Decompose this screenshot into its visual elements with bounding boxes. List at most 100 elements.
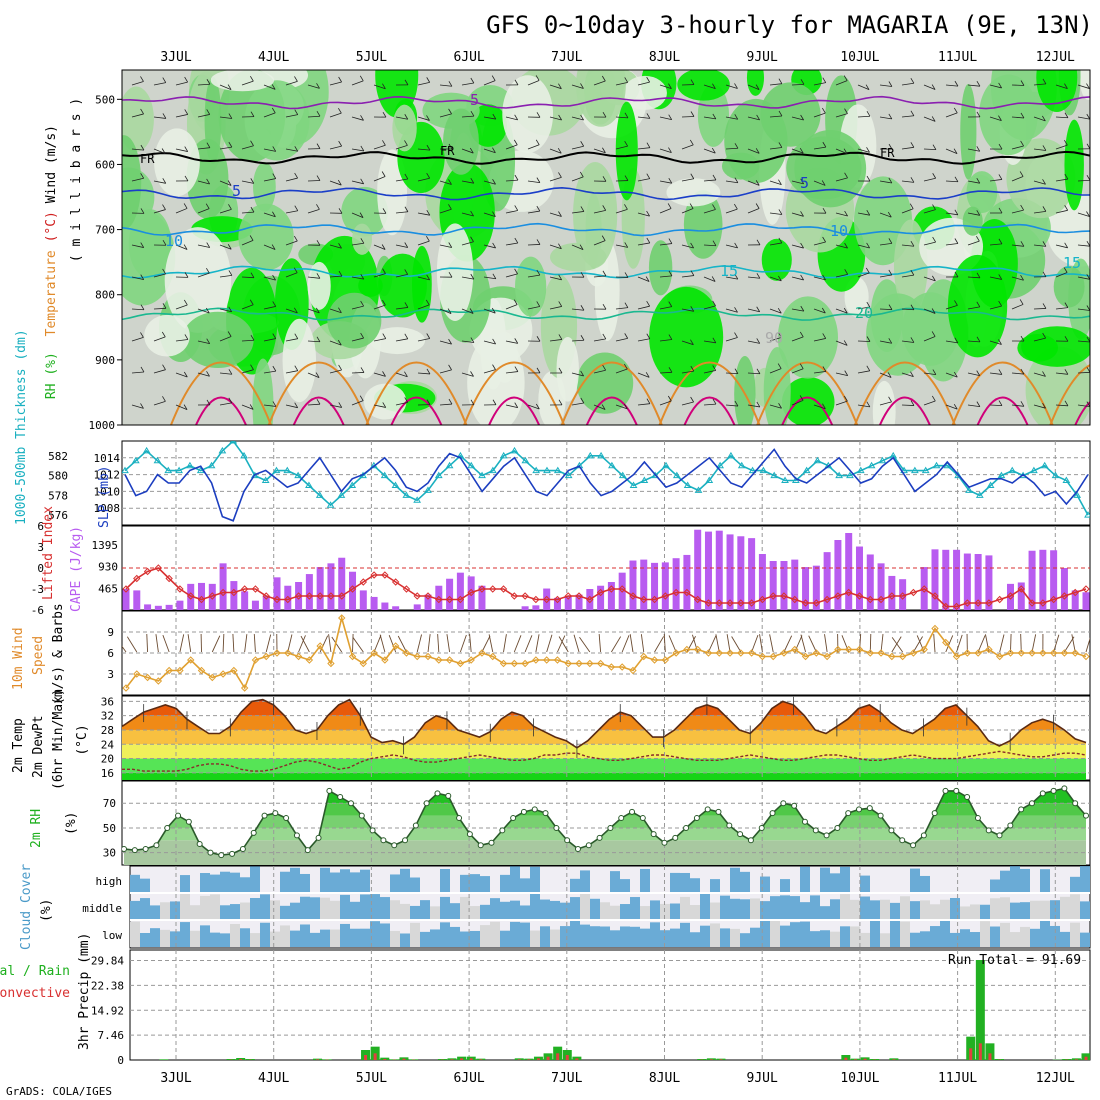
rh-point: [910, 842, 917, 849]
rh-patch: [436, 223, 474, 321]
thickness-point: [640, 476, 649, 484]
wind-barb: [153, 307, 167, 310]
cloud-cell: [920, 931, 930, 947]
wind-barb-flag: [822, 274, 826, 281]
wind-speed-point: [942, 638, 950, 647]
cape-bar: [359, 590, 367, 610]
barb-10m: [481, 635, 491, 653]
wind-barb: [1011, 209, 1024, 214]
precip-total-bar: [706, 1058, 716, 1060]
wind-barb-flag: [954, 209, 959, 216]
wind-barb-flag: [998, 115, 1002, 121]
wind-barb-flag: [866, 401, 871, 408]
rh-patch: [122, 135, 142, 230]
wind-speed-point: [348, 652, 357, 661]
wind-barb-flag: [712, 83, 716, 89]
wind-barb-flag: [360, 300, 364, 307]
upper-ylabel: RH (%) Temperature (°C) Wind (m/s): [44, 125, 59, 399]
wind-barb-flag: [976, 146, 981, 152]
run-total: Run Total = 91.69: [948, 953, 1081, 968]
wind-barb: [1033, 210, 1046, 214]
cloud-cell: [780, 879, 790, 893]
rh-point: [553, 824, 560, 831]
rh-point: [207, 849, 214, 856]
wind-barb-flag: [932, 144, 937, 150]
precip-convective-bar: [969, 1048, 973, 1060]
pressure-tick-label: 700: [95, 224, 115, 237]
wind-barb-flag: [800, 305, 805, 312]
cloud-cell: [820, 930, 830, 947]
wind-barb-flag: [1042, 78, 1047, 85]
wind-barb-flag: [953, 107, 958, 114]
wind-barb-flag: [206, 178, 210, 185]
wind-barb: [285, 210, 298, 214]
wind-speed-point: [251, 656, 260, 664]
day-labels-top: 3JUL 4JUL 5JUL 6JUL 7JUL 8JUL 9JUL 10JUL 11JUL 12…: [160, 50, 1075, 65]
cloud-cell: [770, 896, 780, 920]
thickness-point: [294, 471, 303, 479]
wind-barb-flag: [976, 370, 981, 376]
cloud-cell: [860, 932, 870, 947]
wind-barb: [901, 308, 915, 311]
rh-point: [488, 839, 495, 846]
tick-label: 0: [117, 1054, 124, 1067]
wind-barb-flag: [469, 147, 474, 154]
wind-barb-flag: [690, 111, 695, 117]
cloud-cell: [1010, 866, 1020, 893]
wind-barb-flag: [580, 141, 585, 147]
wind-barb: [681, 144, 694, 150]
wind-barb: [505, 404, 518, 409]
wind-barb-flag: [470, 110, 475, 117]
rh-patch: [392, 104, 417, 152]
wind-barb-flag: [425, 299, 430, 306]
lifted-index-label: Lifted Index: [41, 506, 56, 600]
wind-barb: [747, 180, 760, 186]
lifted-index-point: [952, 602, 961, 610]
cloud-cell: [1060, 931, 1070, 947]
wind-barb: [197, 340, 210, 345]
lifted-index-point: [532, 595, 540, 604]
thickness-point: [629, 481, 638, 488]
credit: GrADS: COLA/IGES: [6, 1085, 112, 1098]
thickness-point: [986, 481, 995, 488]
wind-barb-flag: [602, 270, 607, 277]
lifted-index-point: [1049, 595, 1058, 604]
cape-bar: [672, 558, 680, 610]
wind-barb-flag: [624, 140, 629, 147]
wind-barb: [923, 209, 936, 214]
wind-barb: [747, 276, 760, 279]
thickness-point: [759, 466, 768, 474]
rh-point: [650, 831, 657, 838]
cloud-cell: [770, 873, 780, 893]
rh-point: [337, 794, 344, 801]
wind-speed-point: [489, 652, 497, 661]
wind-barb-flag: [1020, 140, 1024, 147]
lifted-index-point: [187, 592, 195, 600]
temp-label-1: 2m Temp: [11, 718, 26, 773]
tick-label: 24: [101, 738, 115, 751]
wind-barb-flag: [1086, 240, 1090, 247]
wind-barb-flag: [888, 143, 893, 150]
cloud-cell: [820, 906, 830, 920]
wind-barb: [1055, 272, 1068, 278]
wind-barb: [527, 404, 540, 410]
cloud-cell: [1040, 920, 1050, 947]
wind-speed-point: [208, 673, 216, 682]
lifted-index-point: [499, 585, 508, 593]
cloud-cell: [350, 872, 360, 893]
thickness-point: [489, 466, 497, 474]
wind-barb-flag: [910, 241, 915, 247]
contour-label: 90: [765, 329, 783, 347]
rh-patch: [648, 240, 673, 296]
cloud-cell: [950, 898, 960, 920]
wind-barb-flag: [1086, 336, 1090, 343]
cloud-cell: [830, 931, 840, 947]
wind-barb-flag: [162, 113, 167, 119]
cloud-cell: [1010, 902, 1020, 920]
rh-point: [574, 845, 581, 852]
wind-barb: [153, 336, 166, 342]
cloud-cell: [620, 904, 630, 920]
wind-barb: [285, 114, 298, 118]
